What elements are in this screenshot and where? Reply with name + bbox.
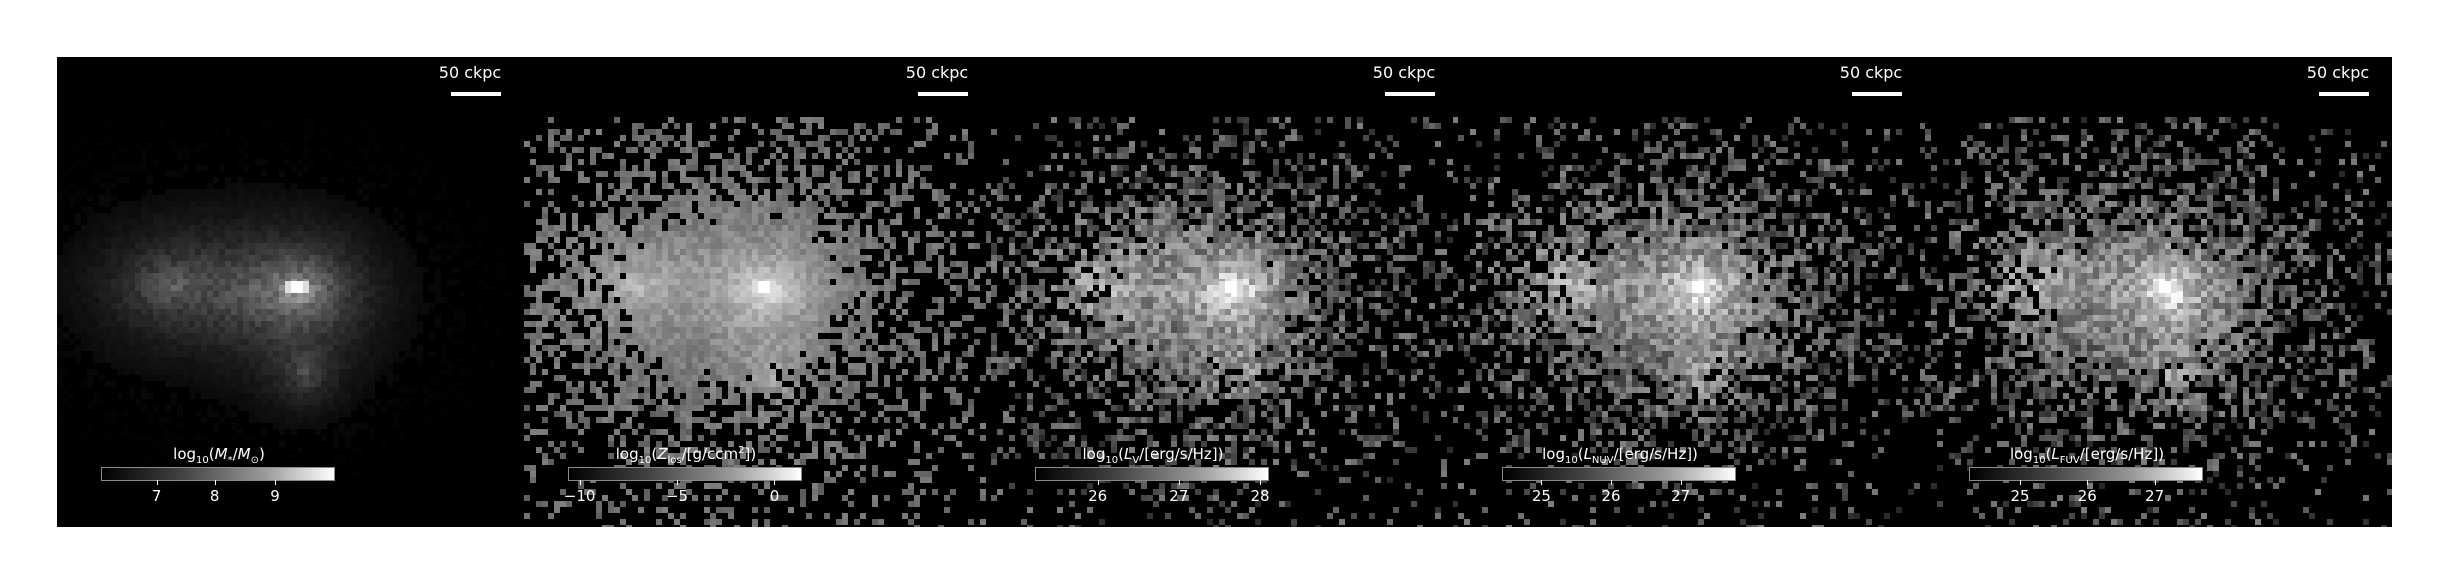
scale-bar-label: 50 ckpc xyxy=(1839,63,1903,82)
colorbar-tick xyxy=(1178,480,1180,485)
image-panel-1: 50 ckpc log10(M*/M⊙) 7 8 9 xyxy=(57,57,524,527)
colorbar-tick-label: 27 xyxy=(1169,487,1189,505)
galaxy-map xyxy=(524,57,991,527)
colorbar-tick xyxy=(1611,480,1613,485)
galaxy-map xyxy=(57,57,524,527)
scale-bar-label: 50 ckpc xyxy=(438,63,502,82)
colorbar-tick xyxy=(156,480,158,485)
colorbar xyxy=(1035,467,1269,481)
colorbar-tick-label: 25 xyxy=(1531,487,1551,505)
scale-bar xyxy=(918,92,968,96)
scale-bar-label: 50 ckpc xyxy=(905,63,969,82)
image-strip: 50 ckpc log10(M*/M⊙) 7 8 9 50 ckpc log10(Zlos/… xyxy=(57,57,2392,527)
colorbar-label: log10(LFUV/[erg/s/Hz]) xyxy=(2009,445,2165,466)
colorbar-tick-label: 7 xyxy=(151,487,162,505)
colorbar xyxy=(1969,467,2203,481)
colorbar-tick xyxy=(2087,480,2089,485)
colorbar-tick xyxy=(1680,480,1682,485)
scale-bar xyxy=(1852,92,1902,96)
colorbar-tick-label: 26 xyxy=(1601,487,1621,505)
colorbar-tick xyxy=(214,480,216,485)
colorbar-tick-label: 27 xyxy=(1671,487,1691,505)
colorbar-tick xyxy=(579,480,581,485)
colorbar-tick-label: 28 xyxy=(1250,487,1270,505)
scale-bar xyxy=(2319,92,2369,96)
colorbar-tick-label: 26 xyxy=(2077,487,2097,505)
colorbar-tick xyxy=(2020,480,2022,485)
colorbar-tick-label: −10 xyxy=(563,487,596,505)
colorbar-tick-label: 9 xyxy=(270,487,280,505)
colorbar-tick-label: −5 xyxy=(665,487,689,505)
colorbar-label: log10(M*/M⊙) xyxy=(173,445,265,466)
colorbar-tick-label: 27 xyxy=(2145,487,2165,505)
colorbar-label: log10(Zlos/[g/ccm2]) xyxy=(615,445,757,466)
colorbar-label: log10(LV/[erg/s/Hz]) xyxy=(1082,445,1224,466)
colorbar-tick xyxy=(275,480,276,485)
colorbar xyxy=(568,467,802,481)
scale-bar-label: 50 ckpc xyxy=(2306,63,2370,82)
scale-bar-label: 50 ckpc xyxy=(1372,63,1436,82)
colorbar-tick-label: 0 xyxy=(769,487,780,505)
image-panel-4: 50 ckpc log10(LNUV/[erg/s/Hz]) 25 26 27 xyxy=(1458,57,1925,527)
colorbar-tick xyxy=(1260,480,1262,485)
colorbar xyxy=(1502,467,1736,481)
image-panel-3: 50 ckpc log10(LV/[erg/s/Hz]) 26 27 28 xyxy=(991,57,1458,527)
image-panel-5: 50 ckpc log10(LFUV/[erg/s/Hz]) 25 26 27 xyxy=(1925,57,2392,527)
colorbar-tick xyxy=(1097,480,1099,485)
colorbar-tick xyxy=(677,480,679,485)
scale-bar xyxy=(451,92,501,96)
colorbar-tick-label: 8 xyxy=(209,487,220,505)
colorbar-tick-label: 25 xyxy=(2010,487,2030,505)
galaxy-map xyxy=(991,57,1458,527)
colorbar xyxy=(101,467,335,481)
colorbar-tick-label: 26 xyxy=(1088,487,1108,505)
colorbar-tick xyxy=(1541,480,1543,485)
galaxy-map xyxy=(1925,57,2392,527)
colorbar-label: log10(LNUV/[erg/s/Hz]) xyxy=(1542,445,1698,466)
scale-bar xyxy=(1385,92,1435,96)
colorbar-tick xyxy=(2154,480,2156,485)
galaxy-map xyxy=(1458,57,1925,527)
colorbar-tick xyxy=(774,480,776,485)
image-panel-2: 50 ckpc log10(Zlos/[g/ccm2]) −10 −5 0 xyxy=(524,57,991,527)
